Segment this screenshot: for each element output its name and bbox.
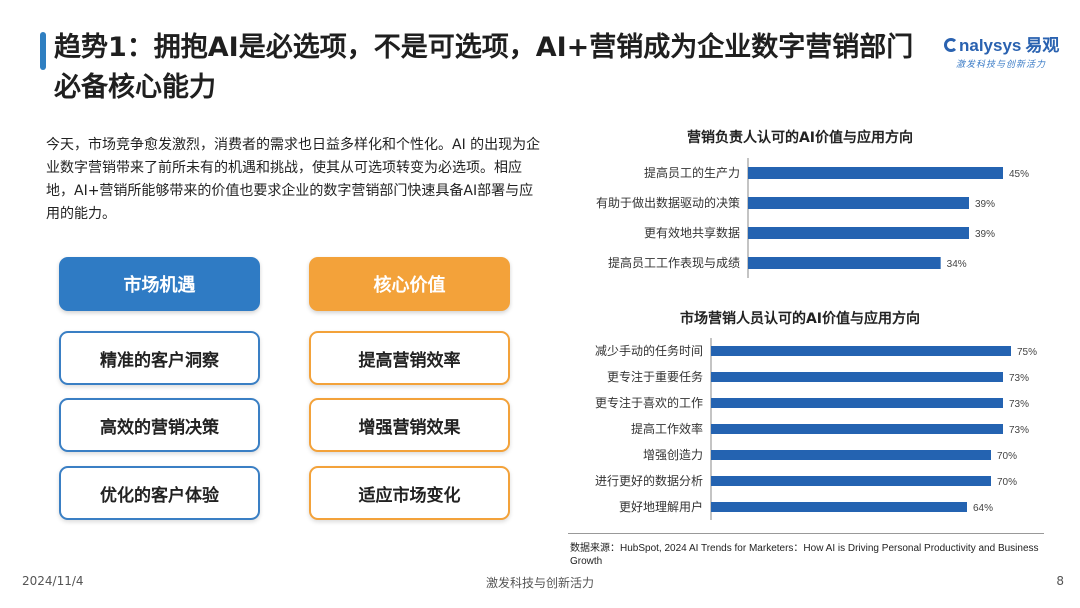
- value-label: 73%: [1009, 373, 1029, 384]
- opportunity-item: 精准的客户洞察: [59, 331, 260, 385]
- value-label: 70%: [997, 477, 1017, 488]
- value-label: 39%: [975, 229, 995, 240]
- core-value-item: 适应市场变化: [309, 466, 510, 520]
- core-value-item: 提高营销效率: [309, 331, 510, 385]
- category-label: 进行更好的数据分析: [595, 473, 703, 488]
- footer-date: 2024/11/4: [22, 574, 84, 588]
- value-label: 75%: [1017, 347, 1037, 358]
- brand-logo: nalysys 易观 激发科技与创新活力: [944, 31, 1060, 71]
- category-label: 更专注于重要任务: [607, 369, 703, 384]
- logo-wordmark: nalysys 易观: [944, 31, 1060, 56]
- bar: [748, 197, 969, 209]
- category-label: 减少手动的任务时间: [595, 343, 703, 358]
- bar-chart-marketers: 减少手动的任务时间 75% 更专注于重要任务 73% 更专注于喜欢的工作 73% 提高工作效…: [595, 338, 1037, 520]
- intro-paragraph: 今天，市场竞争愈发激烈，消费者的需求也日益多样化和个性化。AI 的出现为企业数字…: [46, 137, 541, 222]
- bar: [711, 372, 1003, 382]
- source-divider: [568, 533, 1044, 534]
- bar: [748, 257, 941, 269]
- bar-chart-leaders: 提高员工的生产力 45% 有助于做出数据驱动的决策 39% 更有效地共享数据 39% 提高员…: [596, 158, 1029, 278]
- logo-brand-en: nalysys: [959, 36, 1022, 55]
- logo-brand-cn: 易观: [1025, 36, 1060, 55]
- title-accent-bar: [40, 32, 46, 70]
- core-value-item: 增强营销效果: [309, 398, 510, 452]
- value-label: 64%: [973, 503, 993, 514]
- category-label: 提高员工工作表现与成绩: [608, 255, 740, 270]
- value-label: 45%: [1009, 169, 1029, 180]
- core-values-heading: 核心价值: [309, 257, 510, 311]
- bar: [711, 476, 991, 486]
- data-source-note: 数据来源：HubSpot, 2024 AI Trends for Markete…: [570, 543, 1039, 567]
- bar: [711, 346, 1011, 356]
- page-number: 8: [1056, 574, 1064, 588]
- bar: [748, 227, 969, 239]
- category-label: 更有效地共享数据: [644, 225, 740, 240]
- opportunities-heading: 市场机遇: [59, 257, 260, 311]
- bar: [748, 167, 1003, 179]
- footer-slogan: 激发科技与创新活力: [485, 576, 594, 590]
- category-label: 有助于做出数据驱动的决策: [596, 195, 740, 210]
- chart-title-leaders: 营销负责人认可的AI价值与应用方向: [686, 130, 914, 146]
- bar: [711, 424, 1003, 434]
- bar: [711, 450, 991, 460]
- value-label: 34%: [947, 259, 967, 270]
- category-label: 提高员工的生产力: [644, 165, 740, 180]
- bar: [711, 398, 1003, 408]
- value-label: 39%: [975, 199, 995, 210]
- bar: [711, 502, 967, 512]
- category-label: 更好地理解用户: [619, 499, 703, 514]
- value-label: 73%: [1009, 425, 1029, 436]
- category-label: 更专注于喜欢的工作: [595, 395, 703, 410]
- value-label: 70%: [997, 451, 1017, 462]
- page-title: 趋势1：拥抱AI是必选项，不是可选项，AI+营销成为企业数字营销部门必备核心能力: [54, 32, 914, 103]
- logo-slogan: 激发科技与创新活力: [956, 60, 1047, 70]
- opportunity-item: 高效的营销决策: [59, 398, 260, 452]
- logo-ring-icon: [944, 38, 958, 52]
- opportunity-item: 优化的客户体验: [59, 466, 260, 520]
- category-label: 提高工作效率: [631, 421, 703, 436]
- chart-title-marketers: 市场营销人员认可的AI价值与应用方向: [679, 311, 921, 327]
- category-label: 增强创造力: [643, 448, 703, 462]
- value-label: 73%: [1009, 399, 1029, 410]
